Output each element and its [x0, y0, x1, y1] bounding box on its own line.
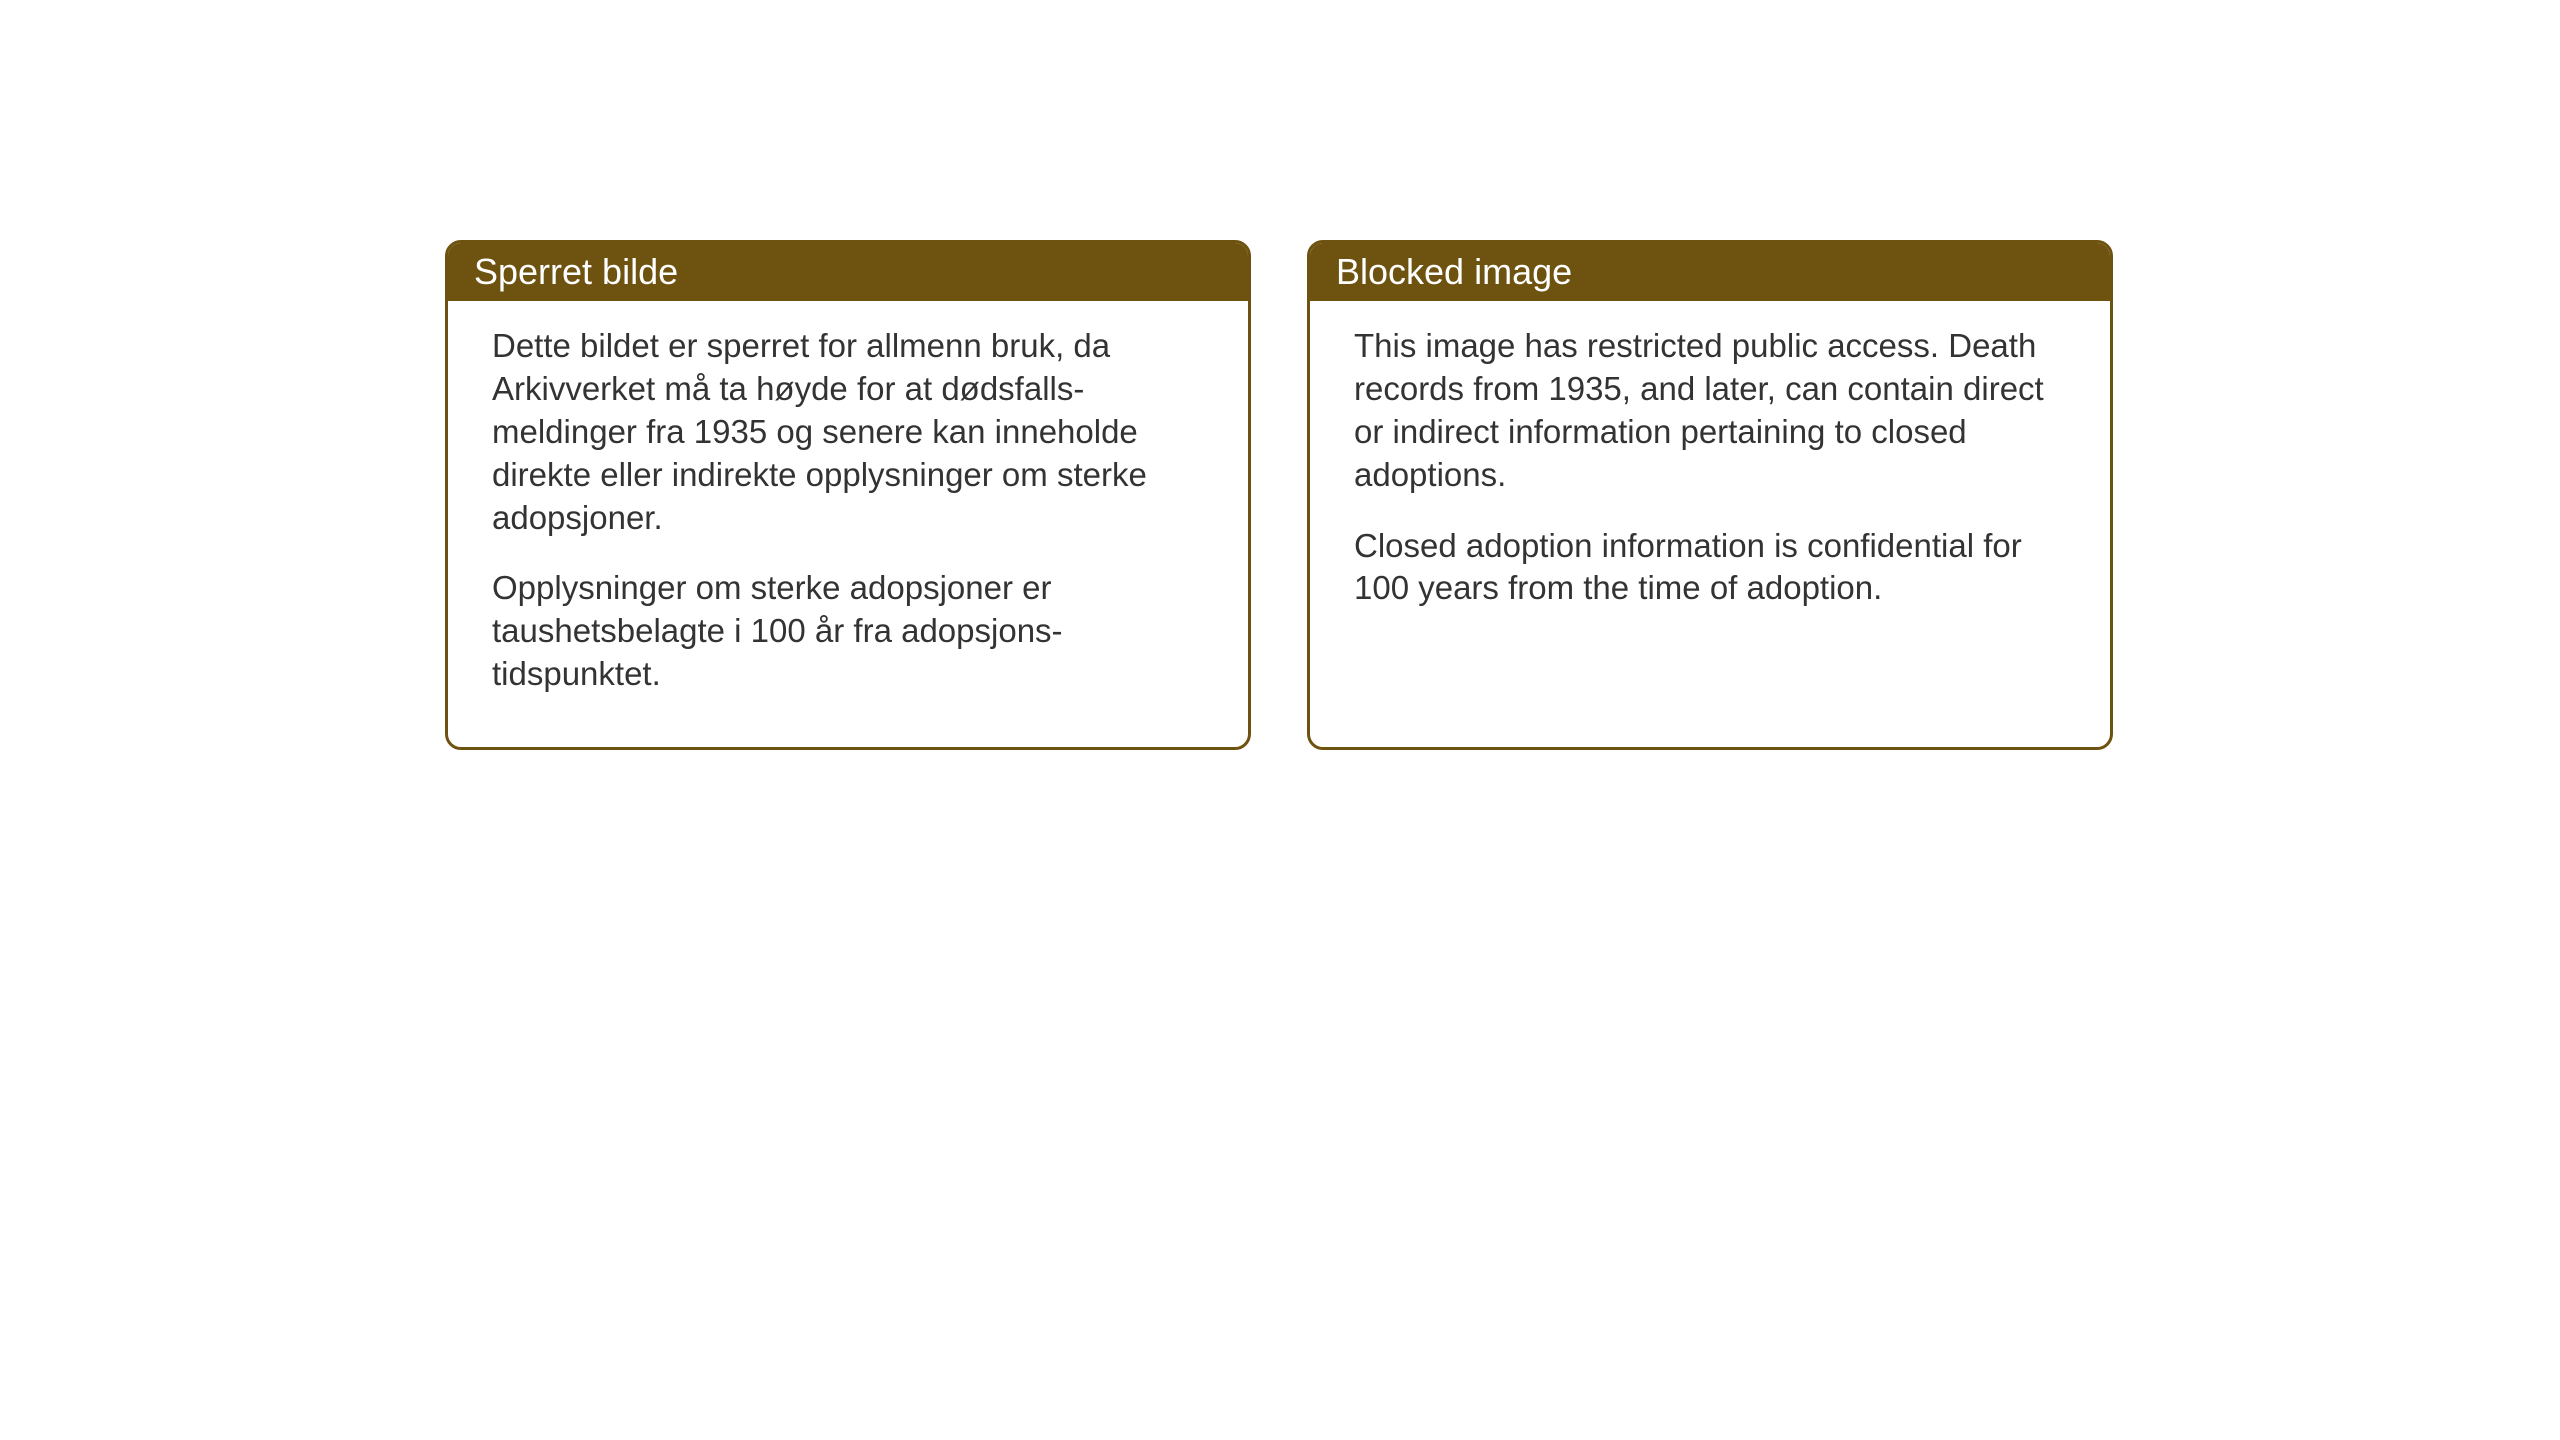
english-card-body: This image has restricted public access.…	[1310, 301, 2110, 642]
norwegian-notice-card: Sperret bilde Dette bildet er sperret fo…	[445, 240, 1251, 750]
norwegian-paragraph-2: Opplysninger om sterke adopsjoner er tau…	[492, 567, 1204, 696]
norwegian-paragraph-1: Dette bildet er sperret for allmenn bruk…	[492, 325, 1204, 539]
norwegian-card-title: Sperret bilde	[448, 243, 1248, 301]
english-paragraph-2: Closed adoption information is confident…	[1354, 525, 2066, 611]
notice-cards-container: Sperret bilde Dette bildet er sperret fo…	[445, 240, 2113, 750]
norwegian-card-body: Dette bildet er sperret for allmenn bruk…	[448, 301, 1248, 728]
english-card-title: Blocked image	[1310, 243, 2110, 301]
english-paragraph-1: This image has restricted public access.…	[1354, 325, 2066, 497]
english-notice-card: Blocked image This image has restricted …	[1307, 240, 2113, 750]
